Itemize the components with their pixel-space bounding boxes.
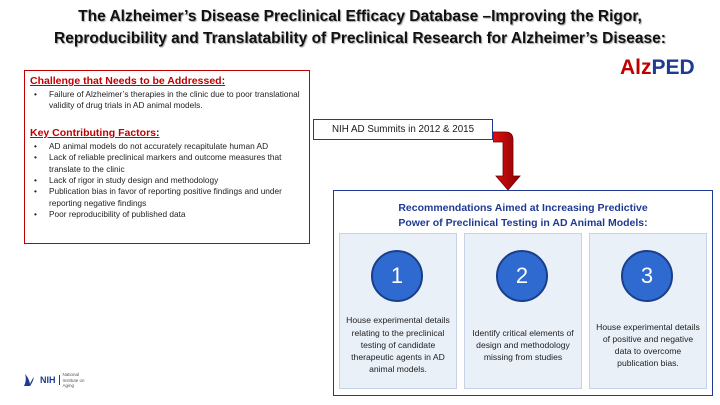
title-line-2: Reproducibility and Translatability of P… [54, 30, 666, 47]
recommendations-title: Recommendations Aimed at Increasing Pred… [398, 202, 648, 229]
nih-mark: NIH [40, 375, 60, 386]
recommendation-card-1: 1 House experimental details relating to… [339, 233, 457, 389]
nih-logo: NIH National Institute on Aging [22, 372, 93, 389]
factors-heading: Key Contributing Factors: [30, 126, 160, 139]
factor-item: Publication bias in favor of reporting p… [30, 186, 304, 209]
summits-label: NIH AD Summits in 2012 & 2015 [313, 119, 493, 140]
recommendation-card-2: 2 Identify critical elements of design a… [464, 233, 582, 389]
challenge-list: Failure of Alzheimer’s therapies in the … [30, 89, 304, 112]
number-circle: 1 [371, 250, 423, 302]
factors-list: AD animal models do not accurately recap… [30, 141, 304, 221]
challenge-heading: Challenge that Needs to be Addressed: [30, 75, 226, 87]
challenge-panel: Challenge that Needs to be Addressed: Fa… [24, 70, 310, 244]
logo-part-ped: PED [651, 56, 695, 79]
bent-arrow-icon [493, 131, 521, 191]
factor-item: Lack of rigor in study design and method… [30, 175, 304, 187]
hhs-eagle-icon [24, 374, 34, 387]
alzped-logo: AlzPED [620, 56, 695, 80]
recommendation-text: House experimental details of positive a… [596, 321, 700, 369]
recommendations-panel: Recommendations Aimed at Increasing Pred… [333, 190, 713, 396]
recommendation-text: House experimental details relating to t… [346, 315, 450, 375]
factor-item: Poor reproducibility of published data [30, 209, 304, 221]
number-circle: 2 [496, 250, 548, 302]
factor-item: AD animal models do not accurately recap… [30, 141, 304, 153]
factor-item: Lack of reliable preclinical markers and… [30, 152, 304, 175]
challenge-item: Failure of Alzheimer’s therapies in the … [30, 89, 304, 112]
number-circle: 3 [621, 250, 673, 302]
recommendation-text: Identify critical elements of design and… [472, 327, 574, 363]
title-line-1: The Alzheimer’s Disease Preclinical Effi… [78, 8, 642, 25]
page-title: The Alzheimer’s Disease Preclinical Effi… [10, 6, 710, 50]
nih-institute-name: National Institute on Aging [62, 372, 85, 388]
recommendation-card-3: 3 House experimental details of positive… [589, 233, 707, 389]
logo-part-alz: Alz [620, 56, 652, 79]
